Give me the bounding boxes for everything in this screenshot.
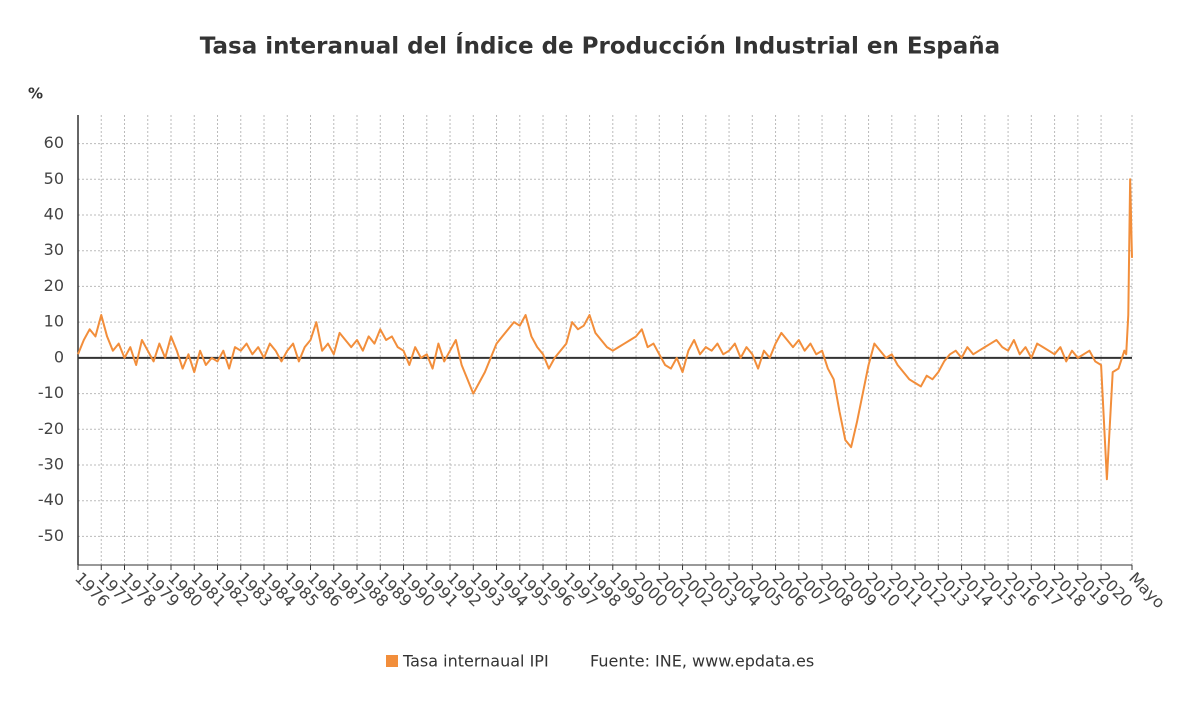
data-line [77, 178, 1133, 481]
chart-title: Tasa interanual del Índice de Producción… [200, 32, 1000, 60]
source: Fuente: INE, www.epdata.es [590, 652, 814, 671]
y-tick-label: 20 [44, 276, 64, 295]
y-tick-label: 30 [44, 240, 64, 259]
legend-label: Tasa internaual IPI [402, 652, 549, 671]
y-tick-label: -10 [38, 383, 64, 402]
y-tick-label: -30 [38, 455, 64, 474]
y-tick-label: -50 [38, 526, 64, 545]
legend: Tasa internaual IPI Fuente: INE, www.epd… [386, 652, 814, 671]
y-tick-label: 50 [44, 169, 64, 188]
y-tick-label: 0 [54, 347, 64, 366]
legend-swatch [386, 655, 398, 667]
y-tick-label: 10 [44, 312, 64, 331]
y-tick-label: 40 [44, 205, 64, 224]
x-tick-label: Mayo [1125, 568, 1169, 612]
y-axis-label: % [28, 85, 43, 103]
y-tick-label: -20 [38, 419, 64, 438]
y-tick-label: 60 [44, 133, 64, 152]
y-tick-label: -40 [38, 490, 64, 509]
